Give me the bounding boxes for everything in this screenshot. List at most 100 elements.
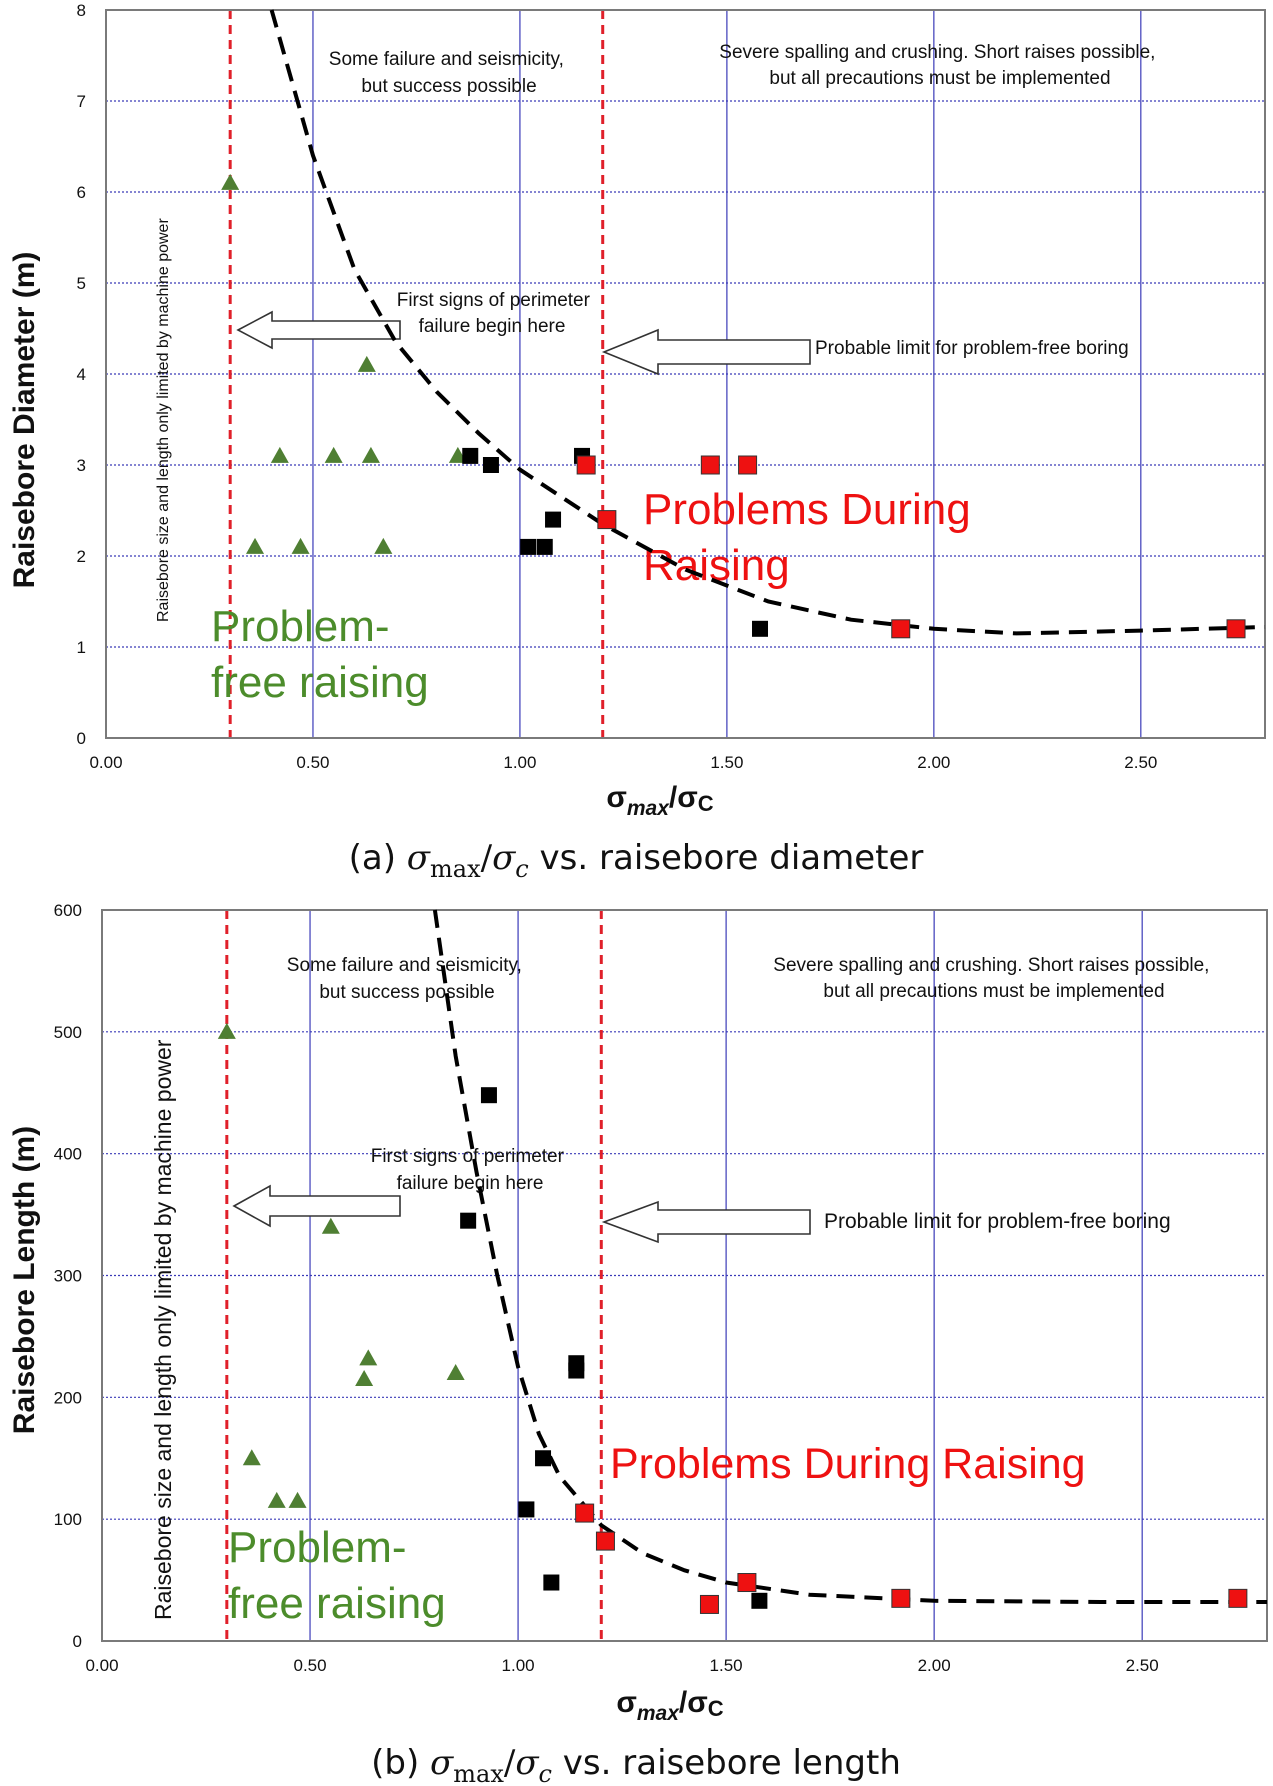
x-label-max: max: [637, 1702, 680, 1725]
data-points: [221, 173, 1246, 639]
first-signs-text: First signs of perimeter failure begin h…: [371, 1146, 570, 1194]
y-tick-label: 200: [54, 1388, 82, 1407]
panel-a-diameter-chart: 0.00 0.50 1.00 1.50 2.00 2.50 0 1 2 3 4 5 6 7 8 Raise…: [8, 1, 1266, 883]
first-signs-line-2: failure begin here: [419, 316, 566, 337]
trend-curve: [269, 9, 1266, 636]
black-square-point: [518, 1501, 535, 1518]
problems-during-label: Problems During Raising: [610, 1440, 1086, 1488]
red-square-point: [738, 455, 758, 475]
some-failure-line-1: Some failure and seismicity,: [287, 955, 522, 976]
problems-during-label: Problems During Raising: [643, 485, 983, 590]
left-arrow-first-signs: [236, 310, 401, 350]
caption-b-sigma2: σ: [515, 1743, 539, 1783]
red-square-point: [737, 1573, 757, 1593]
x-tick-labels: 0.00 0.50 1.00 1.50 2.00 2.50: [89, 753, 1157, 772]
x-label-rest: /σ: [679, 1686, 708, 1719]
triangle-point: [217, 1022, 236, 1039]
y-tick-label: 100: [54, 1510, 82, 1529]
black-square-point: [751, 1592, 768, 1609]
black-square-point: [460, 1212, 477, 1229]
red-square-point: [576, 455, 596, 475]
plot-frame: [105, 9, 1266, 739]
problem-free-line-2: free raising: [211, 658, 429, 707]
y-tick-label: 400: [54, 1145, 82, 1164]
caption-a-prefix: (a): [349, 838, 407, 878]
caption-b-c: c: [539, 1760, 552, 1786]
y-tick-label: 4: [77, 365, 86, 384]
problem-free-line-2: free raising: [228, 1579, 446, 1628]
left-arrow-probable-limit: [601, 328, 811, 376]
first-signs-line-2: failure begin here: [397, 1173, 544, 1194]
y-tick-label: 600: [54, 901, 82, 920]
caption-a-suffix: vs. raisebore diameter: [529, 838, 924, 878]
severe-line-1: Severe spalling and crushing. Short rais…: [719, 42, 1155, 63]
y-tick-labels: 0 1 2 3 4 5 6 7 8: [77, 1, 86, 748]
x-tick-label: 1.00: [502, 1656, 535, 1675]
probable-limit-text: Probable limit for problem-free boring: [824, 1210, 1171, 1233]
red-square-point: [575, 1503, 595, 1523]
triangle-point: [446, 1363, 465, 1380]
x-tick-label: 0.50: [296, 753, 329, 772]
first-signs-line-1: First signs of perimeter: [371, 1146, 565, 1167]
triangle-point: [291, 537, 310, 554]
red-square-point: [1228, 1588, 1248, 1608]
some-failure-line-2: but success possible: [319, 982, 494, 1003]
x-tick-label: 1.50: [710, 1656, 743, 1675]
y-tick-label: 6: [77, 183, 86, 202]
some-failure-line-2: but success possible: [361, 76, 536, 97]
triangle-point: [270, 446, 289, 463]
problem-free-line-1: Problem-: [211, 602, 390, 651]
y-tick-label: 2: [77, 547, 86, 566]
caption-a: (a) σmax/σc vs. raisebore diameter: [349, 838, 924, 883]
panel-b-length-chart: 0.00 0.50 1.00 1.50 2.00 2.50 0 100 200 300 400 50…: [8, 901, 1268, 1786]
x-label-sigma: σ: [606, 781, 627, 814]
y-tick-labels: 0 100 200 300 400 500 600: [54, 901, 82, 1651]
y-tick-label: 3: [77, 456, 86, 475]
some-failure-text: Some failure and seismicity, but success…: [287, 955, 527, 1003]
severe-line-2: but all precautions must be implemented: [823, 981, 1164, 1002]
severe-line-2: but all precautions must be implemented: [769, 68, 1110, 89]
vertical-note: Raisebore size and length only limited b…: [155, 218, 172, 622]
x-tick-label: 2.00: [918, 1656, 951, 1675]
x-tick-label: 1.00: [503, 753, 536, 772]
caption-b-sigma: σ: [430, 1743, 454, 1783]
y-tick-label: 7: [77, 92, 86, 111]
x-label-max: max: [627, 797, 670, 820]
y-tick-label: 1: [77, 638, 86, 657]
plot-frame: [101, 909, 1268, 1642]
severe-spalling-text: Severe spalling and crushing. Short rais…: [719, 42, 1160, 89]
problem-free-label: Problem- free raising: [228, 1523, 446, 1628]
red-square-point: [597, 510, 617, 530]
caption-a-c: c: [515, 855, 528, 883]
red-square-point: [891, 619, 911, 639]
caption-a-slash: /: [481, 838, 493, 878]
left-arrow-first-signs: [232, 1184, 401, 1228]
black-square-point: [480, 1087, 497, 1104]
y-tick-label: 0: [73, 1632, 82, 1651]
grid-lines: [102, 909, 1267, 1641]
x-tick-label: 0.50: [293, 1656, 326, 1675]
triangle-point: [321, 1217, 340, 1234]
black-square-point: [535, 1450, 552, 1467]
left-arrow-probable-limit: [601, 1200, 811, 1244]
caption-a-sigma2: σ: [492, 838, 516, 878]
y-tick-label: 300: [54, 1267, 82, 1286]
black-square-point: [568, 1362, 585, 1379]
black-square-point: [752, 620, 769, 637]
x-tick-label: 2.50: [1126, 1656, 1159, 1675]
triangle-point: [242, 1449, 261, 1466]
x-label-c: C: [708, 1696, 724, 1721]
red-square-point: [1226, 619, 1246, 639]
caption-b-slash: /: [504, 1743, 516, 1783]
severe-line-1: Severe spalling and crushing. Short rais…: [773, 955, 1209, 976]
black-square-point: [482, 457, 499, 473]
caption-a-sigma: σ: [407, 838, 431, 878]
caption-a-max: max: [430, 855, 481, 883]
y-axis-label: Raisebore Length (m): [8, 1126, 41, 1434]
some-failure-line-1: Some failure and seismicity,: [329, 49, 564, 70]
triangle-point: [355, 1370, 374, 1387]
y-tick-label: 0: [77, 729, 86, 748]
red-square-point: [699, 1594, 719, 1614]
x-axis-label: σmax/σC: [616, 1686, 723, 1725]
